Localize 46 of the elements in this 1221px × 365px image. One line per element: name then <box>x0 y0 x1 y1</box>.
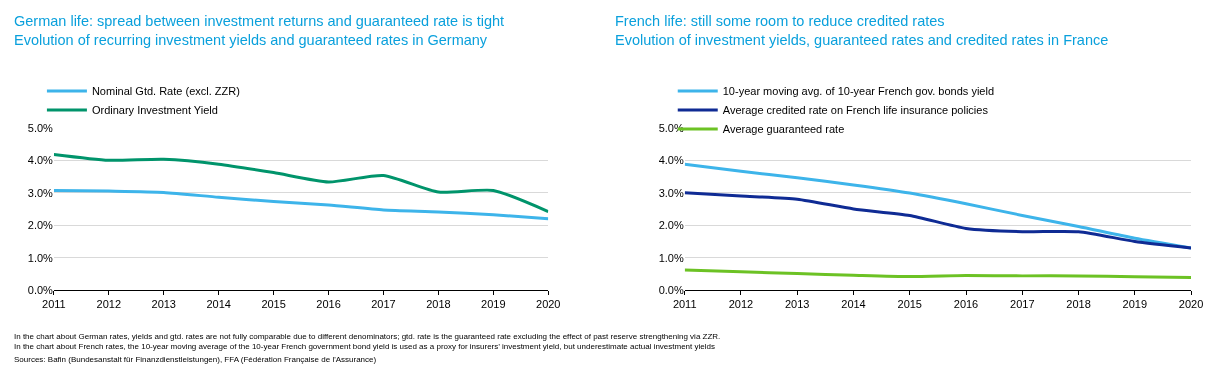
legend-label: 10-year moving avg. of 10-year French gov. bonds yield <box>722 85 995 98</box>
chart-subtitle: Evolution of investment yields, guaranteed rates and credited rates in France <box>615 31 1109 48</box>
x-tick-label: 2012 <box>728 298 754 311</box>
x-tick-label: 2014 <box>841 298 866 311</box>
x-tick-label: 2017 <box>1010 298 1035 311</box>
chart-subtitle: Evolution of recurring investment yields and guaranteed rates in Germany <box>14 31 488 48</box>
x-tick-label: 2019 <box>1122 298 1148 311</box>
y-tick-label: 1.0% <box>27 251 54 264</box>
x-tick-label: 2011 <box>42 298 66 311</box>
x-tick-label: 2018 <box>1066 298 1091 311</box>
x-tick-label: 2016 <box>953 298 979 311</box>
y-tick-label: 5.0% <box>27 121 54 134</box>
x-tick-label: 2019 <box>481 298 506 311</box>
x-tick-label: 2015 <box>897 298 922 311</box>
line-series <box>53 152 549 214</box>
x-tick-label: 2011 <box>672 298 697 311</box>
y-tick-label: 2.0% <box>27 219 54 232</box>
x-tick-label: 2013 <box>784 298 810 311</box>
legend-label: Ordinary Investment Yield <box>91 104 218 117</box>
y-tick-label: 3.0% <box>27 186 54 199</box>
x-tick-label: 2020 <box>536 298 561 311</box>
y-tick-label: 3.0% <box>658 186 684 199</box>
y-tick-label: 1.0% <box>658 251 684 264</box>
x-tick-label: 2012 <box>96 298 122 311</box>
x-tick-label: 2020 <box>1178 298 1204 311</box>
x-tick-label: 2015 <box>261 298 286 311</box>
line-series <box>684 191 1192 250</box>
y-tick-label: 2.0% <box>658 219 684 232</box>
line-series <box>53 188 549 221</box>
legend-label: Average guaranteed rate <box>722 123 845 136</box>
legend-label: Average credited rate on French life insurance policies <box>722 104 989 117</box>
x-tick-label: 2014 <box>206 298 231 311</box>
legend-label: Nominal Gtd. Rate (excl. ZZR) <box>91 85 240 98</box>
y-tick-label: 0.0% <box>658 284 684 297</box>
x-tick-label: 2018 <box>426 298 451 311</box>
chart-title: French life: still some room to reduce credited rates <box>615 13 945 29</box>
line-series <box>684 268 1192 279</box>
y-tick-label: 0.0% <box>27 284 54 297</box>
text: In the chart about German rates, yields and gtd. rates are not fully comparable due to different denominators; gtd. rate is the guaranteed rate excluding the effect of past reserve strengthening via ZZR. In the chart about French rates, the 10-year moving average of the 10-year French government bond yield is used as a proxy for insurers’ investment yield, but underestimate actual investment yields <box>14 332 721 352</box>
x-tick-label: 2013 <box>151 298 176 311</box>
y-tick-label: 4.0% <box>27 154 54 167</box>
source-note: Sources: Bafin (Bundesanstalt für Finanzdienstleistungen), FFA (Fédération Française de l'Assurance) <box>14 355 377 364</box>
chart-title: German life: spread between investment returns and guaranteed rate is tight <box>14 13 505 29</box>
y-tick-label: 4.0% <box>658 154 684 167</box>
x-tick-label: 2016 <box>316 298 341 311</box>
x-tick-label: 2017 <box>371 298 396 311</box>
